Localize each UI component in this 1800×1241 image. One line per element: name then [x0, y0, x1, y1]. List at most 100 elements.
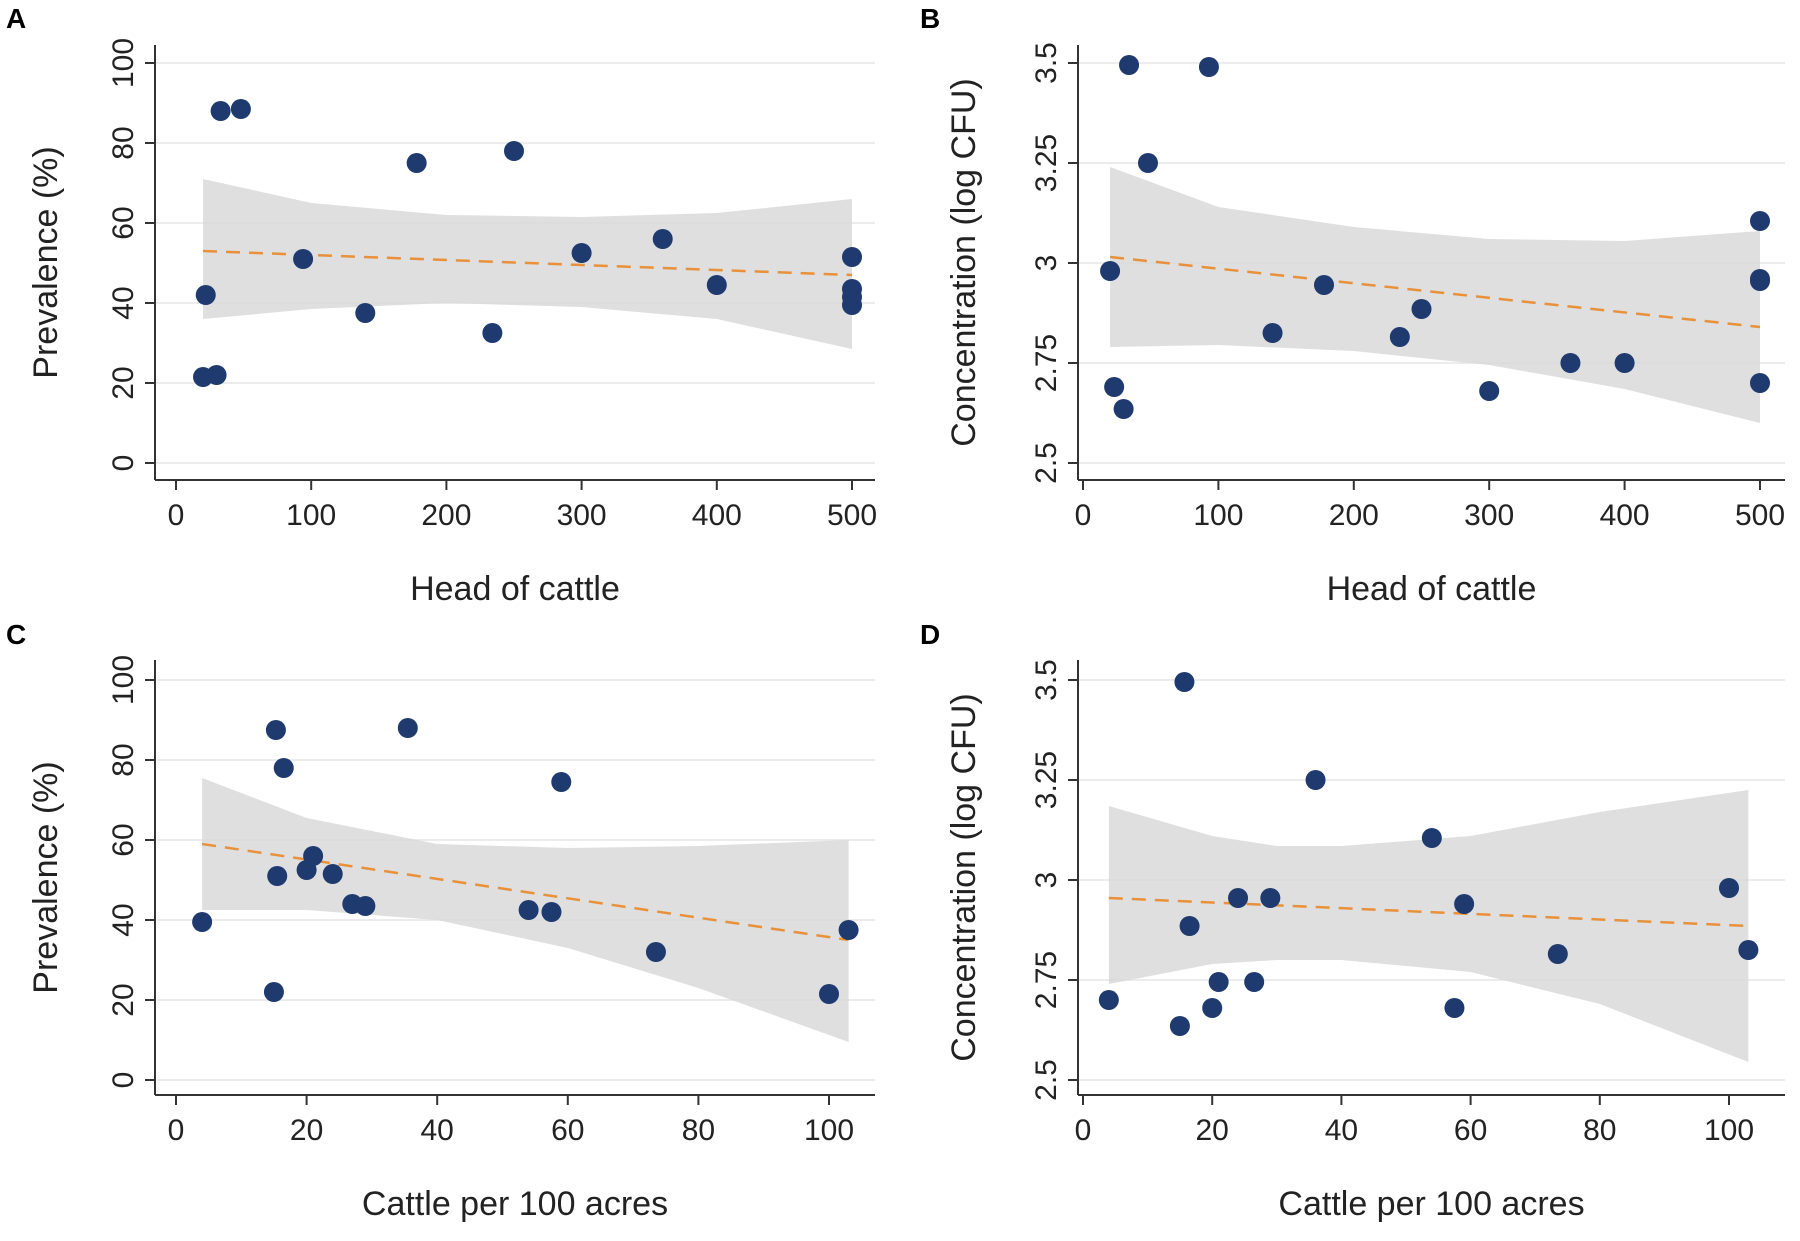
panel-letter: A	[6, 3, 26, 34]
data-point	[1244, 972, 1265, 992]
data-point	[1174, 672, 1195, 692]
y-tick-label: 60	[107, 206, 140, 239]
data-point	[541, 902, 562, 922]
data-point	[1104, 377, 1125, 397]
x-axis-title: Head of cattle	[1327, 570, 1537, 608]
confidence-band	[1108, 790, 1749, 1062]
data-point	[210, 101, 231, 121]
x-tick-label: 100	[1193, 499, 1243, 532]
y-tick-label: 2.75	[1030, 334, 1063, 392]
y-tick-label: 3.25	[1030, 751, 1063, 809]
data-point	[1314, 275, 1335, 295]
data-point	[263, 982, 284, 1002]
data-point	[518, 900, 539, 920]
y-tick-label: 3	[1030, 255, 1063, 272]
data-point	[1098, 990, 1119, 1010]
data-point	[406, 153, 427, 173]
x-tick-label: 500	[1735, 499, 1785, 532]
data-point	[1454, 894, 1475, 914]
panel-A: A 0 100 200 300 400 500 0 20 40 60 80 100 Head of cat…	[6, 3, 877, 608]
data-point	[355, 896, 376, 916]
data-point	[1411, 299, 1432, 319]
data-point	[273, 758, 294, 778]
y-tick-label: 2.5	[1030, 442, 1063, 484]
data-point	[397, 718, 418, 738]
data-point	[819, 984, 839, 1004]
data-point	[1614, 353, 1635, 373]
x-tick-label: 200	[421, 499, 471, 532]
data-point	[303, 846, 324, 866]
x-tick-label: 40	[1325, 1114, 1358, 1147]
x-tick-label: 100	[286, 499, 336, 532]
x-tick-label: 400	[692, 499, 742, 532]
x-tick-label: 0	[168, 499, 185, 532]
data-point	[1228, 888, 1249, 908]
data-point	[1305, 770, 1326, 790]
data-point	[842, 295, 862, 315]
x-tick-label: 200	[1329, 499, 1379, 532]
y-tick-label: 40	[107, 286, 140, 319]
x-tick-label: 300	[557, 499, 607, 532]
data-point	[706, 275, 727, 295]
x-tick-label: 100	[804, 1114, 854, 1147]
y-tick-label: 60	[107, 823, 140, 856]
y-tick-label: 20	[107, 366, 140, 399]
data-point	[842, 247, 862, 267]
data-point	[838, 920, 859, 940]
data-point	[1119, 55, 1140, 75]
data-point	[267, 866, 288, 886]
data-point	[1421, 828, 1442, 848]
panel-letter: B	[920, 3, 940, 34]
x-tick-label: 100	[1704, 1114, 1754, 1147]
confidence-band	[1110, 167, 1760, 423]
data-point	[571, 243, 592, 263]
x-tick-label: 60	[551, 1114, 584, 1147]
data-point	[1260, 888, 1281, 908]
data-point	[652, 229, 673, 249]
x-tick-label: 80	[682, 1114, 715, 1147]
data-point	[195, 285, 216, 305]
data-point	[293, 249, 314, 269]
data-point	[1100, 261, 1121, 281]
y-tick-label: 3.25	[1030, 134, 1063, 192]
x-tick-label: 0	[1075, 1114, 1092, 1147]
y-axis-title: Concentration (log CFU)	[945, 693, 983, 1061]
x-tick-label: 0	[1075, 499, 1092, 532]
data-point	[1547, 944, 1568, 964]
data-point	[230, 99, 251, 119]
fit-line	[1109, 255, 1761, 329]
panel-C: C 0 20 40 60 80 100 0 20 40 60 80 100 Cattle per 100 …	[6, 619, 875, 1223]
panel-B: B 0 100 200 300 400 500 2.5 2.75 3 3.25 3.5 Head of …	[920, 3, 1785, 608]
x-tick-label: 0	[168, 1114, 185, 1147]
x-tick-label: 300	[1464, 499, 1514, 532]
data-point	[1750, 271, 1770, 291]
data-point	[551, 772, 572, 792]
data-point	[1750, 373, 1770, 393]
y-tick-label: 40	[107, 903, 140, 936]
data-point	[1179, 916, 1200, 936]
data-point	[482, 323, 503, 343]
data-point	[1113, 399, 1134, 419]
data-point	[206, 365, 227, 385]
y-axis-title: Prevalence (%)	[27, 761, 65, 993]
fit-line	[201, 842, 849, 942]
x-tick-label: 20	[290, 1114, 323, 1147]
data-point	[355, 303, 376, 323]
data-point	[1444, 998, 1465, 1018]
data-point	[1169, 1016, 1190, 1036]
y-tick-label: 80	[107, 126, 140, 159]
y-tick-label: 100	[107, 655, 140, 705]
panel-D: D 0 20 40 60 80 100 2.5 2.75 3 3.25 3.5 Cattle per 1…	[920, 619, 1785, 1223]
data-point	[1208, 972, 1229, 992]
data-point	[1719, 878, 1739, 898]
x-tick-label: 40	[421, 1114, 454, 1147]
fit-line	[202, 249, 853, 277]
data-point	[1560, 353, 1581, 373]
y-tick-label: 2.75	[1030, 951, 1063, 1009]
data-point	[1738, 940, 1759, 960]
data-point	[1137, 153, 1158, 173]
y-tick-label: 2.5	[1030, 1059, 1063, 1101]
y-axis-title: Prevalence (%)	[27, 146, 65, 378]
